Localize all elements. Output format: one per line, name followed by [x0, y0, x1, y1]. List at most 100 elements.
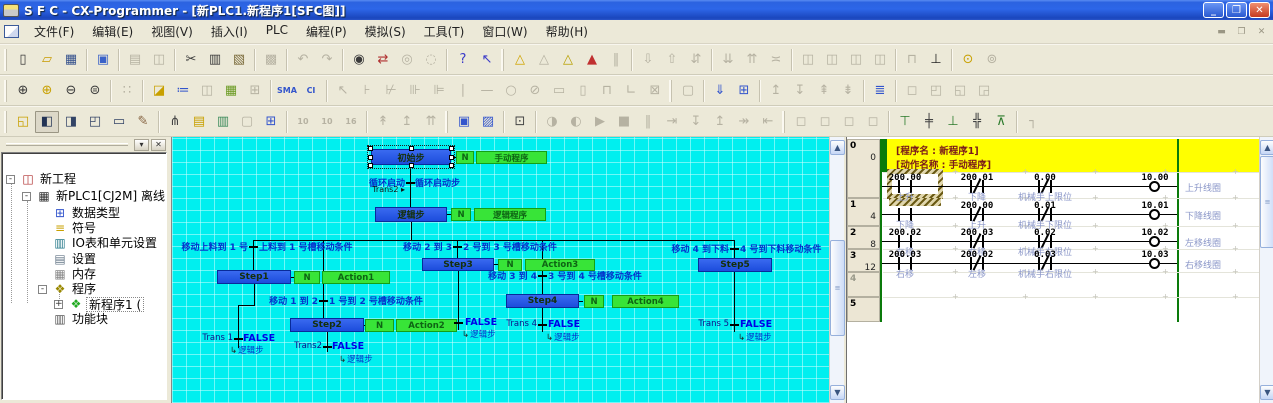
view-symbol-window-icon[interactable]: ◪ — [152, 83, 166, 98]
set-password-icon[interactable]: ⊙ — [962, 52, 974, 67]
selection-mode-icon[interactable]: ↖ — [337, 83, 349, 98]
selection-handle[interactable] — [409, 146, 414, 151]
find-next-icon[interactable]: ◎ — [401, 52, 413, 67]
sfc-jump-label[interactable]: ↳逻辑步 — [546, 331, 580, 343]
pause-monitoring-icon[interactable]: ‖ — [612, 52, 620, 67]
closed-contact[interactable] — [1038, 255, 1052, 271]
new-window-icon[interactable]: ◰ — [88, 114, 102, 129]
new-or-contact-icon[interactable]: ⊪ — [409, 83, 421, 98]
sfc-transition-tick[interactable] — [406, 182, 415, 184]
tree-item-6[interactable]: ▦ 内存 — [2, 267, 166, 282]
sfc-jump-label[interactable]: ↳逻辑步 — [738, 331, 772, 343]
sfc-step[interactable]: Step1 — [217, 270, 291, 284]
output-coil[interactable] — [1149, 236, 1160, 247]
insert-rung-below-icon[interactable]: ↧ — [794, 83, 806, 98]
child-minimize-icon[interactable]: ▬ — [1217, 26, 1226, 37]
tree-item-5[interactable]: ▤ 设置 — [2, 252, 166, 267]
toolbar-gripper[interactable] — [4, 110, 7, 133]
sfc-jump-label[interactable]: ↳逻辑步 — [339, 353, 373, 365]
transfer-warning-icon[interactable]: ▲ — [587, 52, 597, 67]
time-chart-monitoring-icon[interactable]: ⊥ — [930, 52, 942, 67]
child-restore-icon[interactable]: ❐ — [1237, 26, 1246, 37]
sfc-action-block[interactable]: 逻辑程序 — [474, 208, 546, 221]
sfc-transition-tick[interactable] — [323, 346, 332, 348]
continuous-step-run-icon[interactable]: ↠ — [738, 114, 750, 129]
sfc-transition-tick[interactable] — [538, 275, 547, 277]
open-contact[interactable] — [898, 235, 912, 248]
sfc-transition-label[interactable]: 3 号到 4 号槽移动条件 — [548, 272, 642, 282]
selection-handle[interactable] — [368, 155, 373, 160]
edit-comment-list-icon[interactable]: ⊞ — [738, 83, 750, 98]
tree-expander-icon[interactable]: - — [22, 192, 31, 201]
toolbar-gripper[interactable] — [445, 110, 448, 133]
cross-reference-report-icon[interactable]: ⋔ — [169, 114, 181, 129]
memory-view-icon[interactable]: ⊞ — [265, 114, 277, 129]
delete-rung-icon[interactable]: ⇞ — [818, 83, 830, 98]
new-coil-icon[interactable]: ○ — [505, 83, 517, 98]
tree-item-1[interactable]: - ▦ 新PLC1[CJ2M] 离线 — [2, 189, 166, 204]
sfc-transition-label[interactable]: 2 号到 3 号槽移动条件 — [463, 243, 557, 253]
replace-icon[interactable]: ⇄ — [377, 52, 389, 67]
context-help-icon[interactable]: ↖ — [481, 52, 493, 67]
line-connect-mode-icon[interactable]: ∟ — [625, 83, 637, 98]
insert-sfc-divergence-icon[interactable]: ⊥ — [947, 114, 959, 129]
sfc-transition-label[interactable]: FALSE — [465, 317, 498, 328]
output-coil[interactable] — [1149, 181, 1160, 192]
sfc-transition-label[interactable]: 移动 2 到 3 — [403, 243, 452, 253]
menu-item-1[interactable]: 编辑(E) — [92, 25, 134, 39]
sfc-transition-label[interactable]: Trans 5 — [698, 319, 729, 329]
sfc-action-qualifier[interactable]: N — [365, 319, 394, 332]
view-local-symbols-icon[interactable]: ≔ — [176, 83, 190, 98]
differential-monitor-icon[interactable]: ⊓ — [906, 52, 918, 67]
toolbar-gripper[interactable] — [4, 79, 7, 102]
sfc-transition-label[interactable]: FALSE — [243, 333, 276, 344]
sfc-transition-label[interactable]: Trans 4 — [506, 319, 537, 329]
scroll-up-icon[interactable]: ▲ — [1260, 140, 1273, 155]
sync-play-icon[interactable]: ▨ — [481, 114, 495, 129]
sfc-transition-tick[interactable] — [454, 322, 463, 324]
workspace-close-icon[interactable]: ✕ — [151, 138, 166, 151]
show-ci-window-icon[interactable]: CI — [306, 86, 316, 95]
view-io-comment-icon[interactable]: ◫ — [200, 83, 214, 98]
step-in-icon[interactable]: ↧ — [690, 114, 702, 129]
selection-handle[interactable] — [368, 146, 373, 151]
minimize-button[interactable]: _ — [1203, 2, 1224, 18]
new-horizontal-line-icon[interactable]: — — [480, 83, 494, 98]
selection-handle[interactable] — [449, 155, 454, 160]
compile-check-icon[interactable]: ▣ — [96, 52, 110, 67]
open-contact[interactable] — [898, 257, 912, 270]
rung-margin-cell[interactable]: 5 — [847, 297, 880, 322]
new-closed-coil-icon[interactable]: ⊘ — [529, 83, 541, 98]
workspace-dropdown-icon[interactable]: ▾ — [134, 138, 149, 151]
sfc-step[interactable]: Step2 — [290, 318, 364, 332]
sfc-step[interactable]: 逻辑步 — [375, 207, 447, 222]
sfc-transition-tick[interactable] — [453, 246, 462, 248]
io-refresh-icon[interactable]: ▢ — [681, 83, 695, 98]
new-contact-icon[interactable]: ⊦ — [363, 83, 371, 98]
join-rung-icon[interactable]: ⇟ — [842, 83, 854, 98]
program-mode-icon[interactable]: ◫ — [801, 52, 815, 67]
sfc-transition-label[interactable]: 循环启动 — [368, 179, 405, 189]
toolbar-gripper[interactable] — [669, 79, 672, 102]
view-watch-window-icon[interactable]: ▦ — [224, 83, 238, 98]
redo-icon[interactable]: ↷ — [321, 52, 333, 67]
scroll-thumb[interactable]: ≡ — [1260, 156, 1273, 248]
sfc-action-block[interactable]: Action1 — [322, 271, 390, 284]
sfc-canvas[interactable]: N 手动程序 N 逻辑程序 N Action1 N Action2 N Action3 N Actio… — [172, 137, 829, 403]
go-to-input-point-icon[interactable]: ⇈ — [425, 114, 437, 129]
monitor-decimal-icon[interactable]: 10 — [297, 117, 309, 126]
sfc-transition-label[interactable]: 移动上料到 1 号 — [181, 243, 248, 253]
sfc-transition-label[interactable]: FALSE — [332, 341, 365, 352]
float-window-icon[interactable]: ▭ — [112, 114, 126, 129]
sfc-step[interactable]: Step3 — [422, 258, 494, 271]
tree-expander-icon[interactable]: - — [6, 175, 15, 184]
zoom-in-icon[interactable]: ⊕ — [17, 83, 29, 98]
tree-item-0[interactable]: - ◫ 新工程 — [2, 172, 166, 187]
cut-icon[interactable]: ✂ — [185, 52, 197, 67]
scroll-up-icon[interactable]: ▲ — [830, 140, 845, 155]
output-coil[interactable] — [1149, 209, 1160, 220]
new-closed-contact-icon[interactable]: ⊬ — [385, 83, 397, 98]
sfc-action-qualifier[interactable]: N — [456, 151, 474, 164]
undo-icon[interactable]: ↶ — [297, 52, 309, 67]
